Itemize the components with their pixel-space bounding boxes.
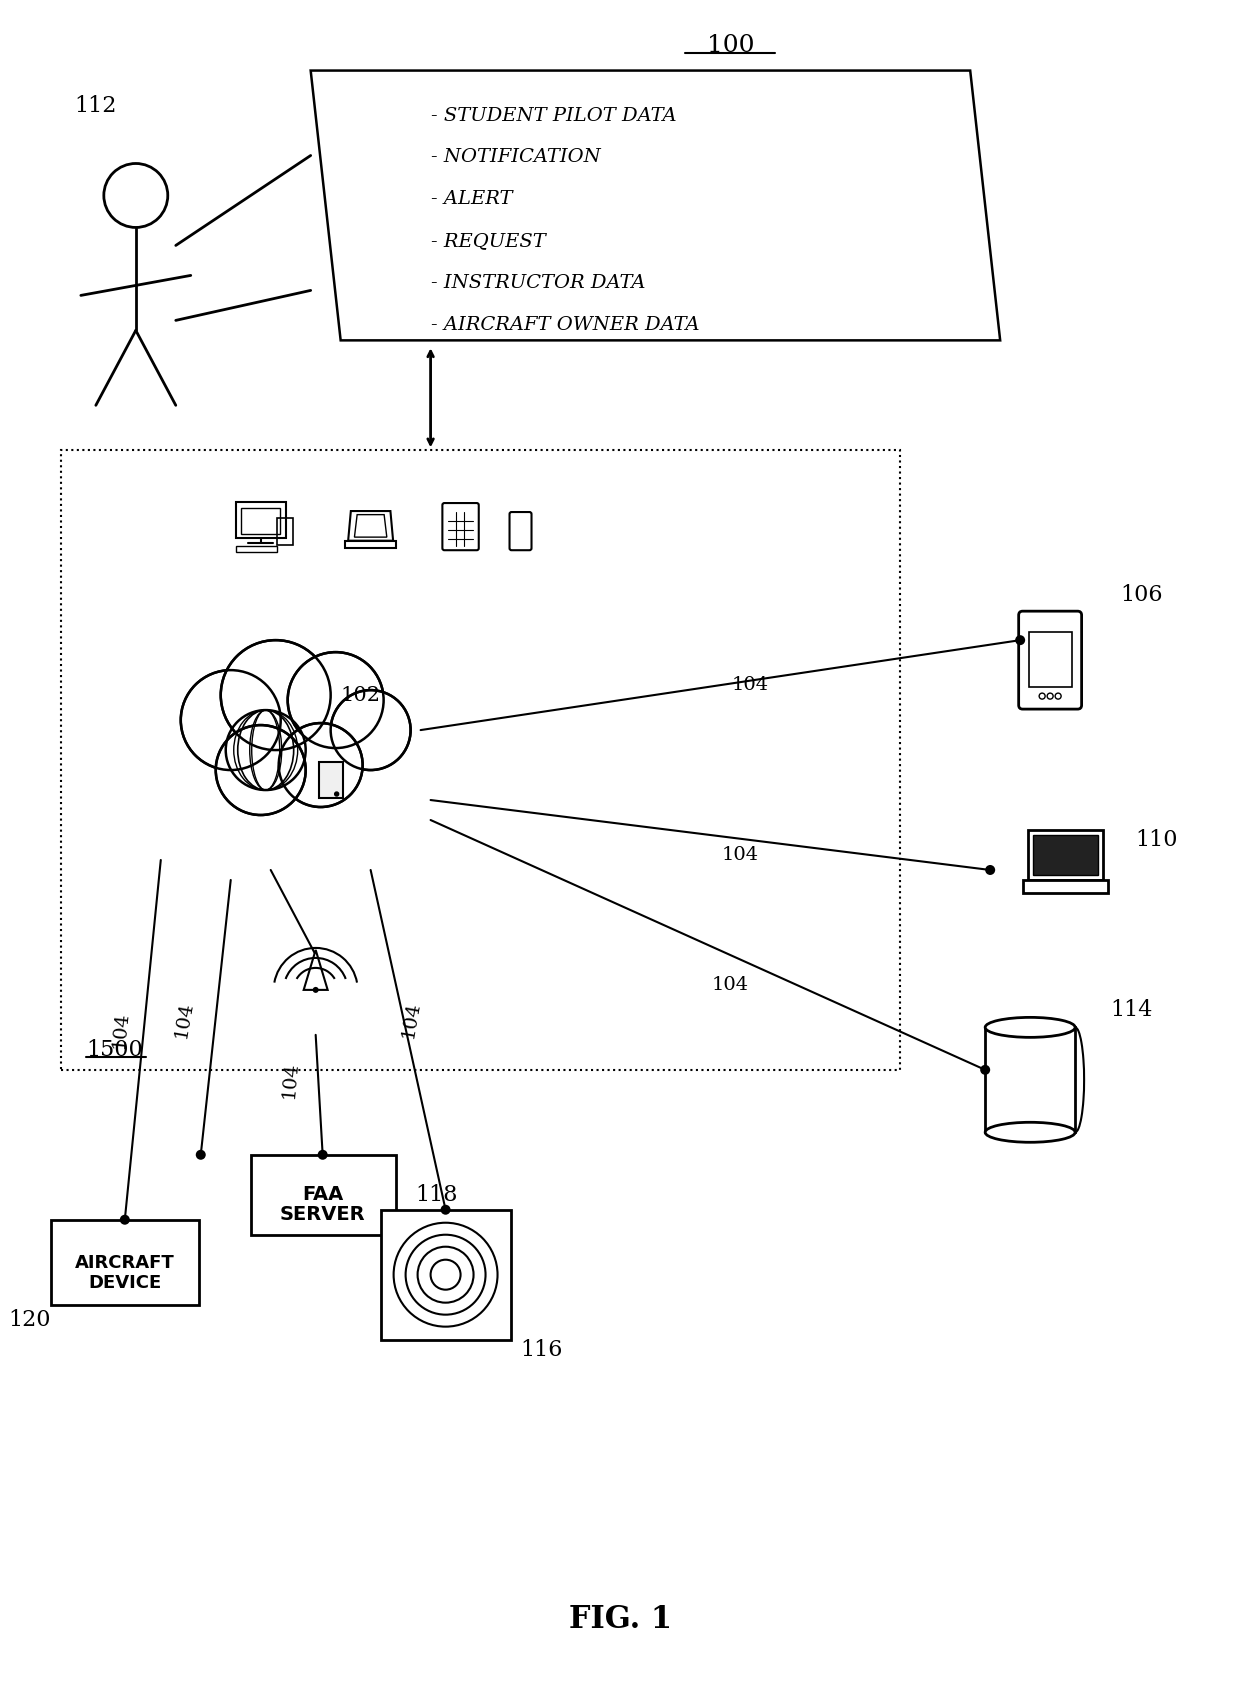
Bar: [236, 502, 286, 539]
Bar: [61, 451, 900, 1069]
Circle shape: [196, 1150, 206, 1160]
Ellipse shape: [986, 1121, 1075, 1142]
Bar: [381, 1209, 511, 1339]
Bar: [1028, 829, 1102, 880]
Text: 104: 104: [712, 976, 749, 993]
Bar: [241, 508, 280, 534]
Text: 100: 100: [707, 34, 754, 57]
Circle shape: [980, 1064, 991, 1074]
Text: - NOTIFICATION: - NOTIFICATION: [430, 149, 600, 167]
Bar: [1029, 632, 1071, 687]
Circle shape: [1016, 635, 1025, 645]
Circle shape: [331, 691, 410, 770]
Ellipse shape: [191, 672, 401, 792]
Bar: [346, 540, 396, 547]
Bar: [1033, 834, 1097, 875]
FancyBboxPatch shape: [1019, 611, 1081, 709]
Text: AIRCRAFT: AIRCRAFT: [74, 1253, 175, 1272]
Text: 106: 106: [1120, 584, 1163, 606]
Circle shape: [216, 725, 306, 816]
Bar: [250, 1155, 396, 1235]
Circle shape: [120, 1214, 130, 1225]
Circle shape: [312, 986, 319, 993]
Bar: [319, 762, 342, 797]
Polygon shape: [304, 949, 327, 990]
Text: - INSTRUCTOR DATA: - INSTRUCTOR DATA: [430, 274, 645, 292]
Bar: [236, 546, 277, 552]
Text: 1500: 1500: [86, 1039, 143, 1061]
Text: 104: 104: [110, 1010, 131, 1049]
Circle shape: [279, 723, 362, 807]
Text: 114: 114: [1110, 998, 1152, 1020]
Bar: [986, 1027, 1075, 1132]
Text: - AIRCRAFT OWNER DATA: - AIRCRAFT OWNER DATA: [430, 316, 699, 334]
Circle shape: [440, 1204, 450, 1214]
Ellipse shape: [986, 1017, 1075, 1037]
Bar: [277, 519, 293, 546]
Text: 110: 110: [1135, 829, 1178, 851]
Circle shape: [288, 652, 383, 748]
Text: 104: 104: [280, 1061, 301, 1100]
Circle shape: [317, 1150, 327, 1160]
Text: - ALERT: - ALERT: [430, 191, 512, 208]
Text: SERVER: SERVER: [280, 1206, 366, 1225]
Circle shape: [986, 865, 996, 875]
Text: 104: 104: [722, 846, 759, 865]
Text: 120: 120: [9, 1309, 51, 1331]
Text: - REQUEST: - REQUEST: [430, 233, 546, 250]
Circle shape: [181, 671, 280, 770]
Text: 116: 116: [521, 1339, 563, 1361]
Text: 104: 104: [732, 676, 769, 694]
Text: 118: 118: [415, 1184, 458, 1206]
Bar: [1023, 880, 1107, 893]
Text: 104: 104: [398, 1000, 423, 1040]
Text: FAA: FAA: [303, 1186, 343, 1204]
Text: 104: 104: [171, 1000, 196, 1040]
Text: - STUDENT PILOT DATA: - STUDENT PILOT DATA: [430, 106, 676, 125]
Text: 102: 102: [341, 686, 381, 704]
Circle shape: [221, 640, 331, 750]
Circle shape: [335, 792, 339, 796]
Text: DEVICE: DEVICE: [88, 1274, 161, 1292]
Text: 112: 112: [74, 95, 117, 117]
Bar: [51, 1219, 198, 1304]
Text: FIG. 1: FIG. 1: [569, 1605, 672, 1635]
